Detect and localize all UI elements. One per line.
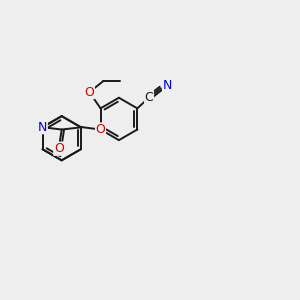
Text: O: O: [54, 142, 64, 155]
Text: C: C: [145, 91, 153, 103]
Text: N: N: [163, 79, 172, 92]
Text: N: N: [38, 121, 47, 134]
Text: O: O: [96, 123, 106, 136]
Text: O: O: [84, 85, 94, 99]
